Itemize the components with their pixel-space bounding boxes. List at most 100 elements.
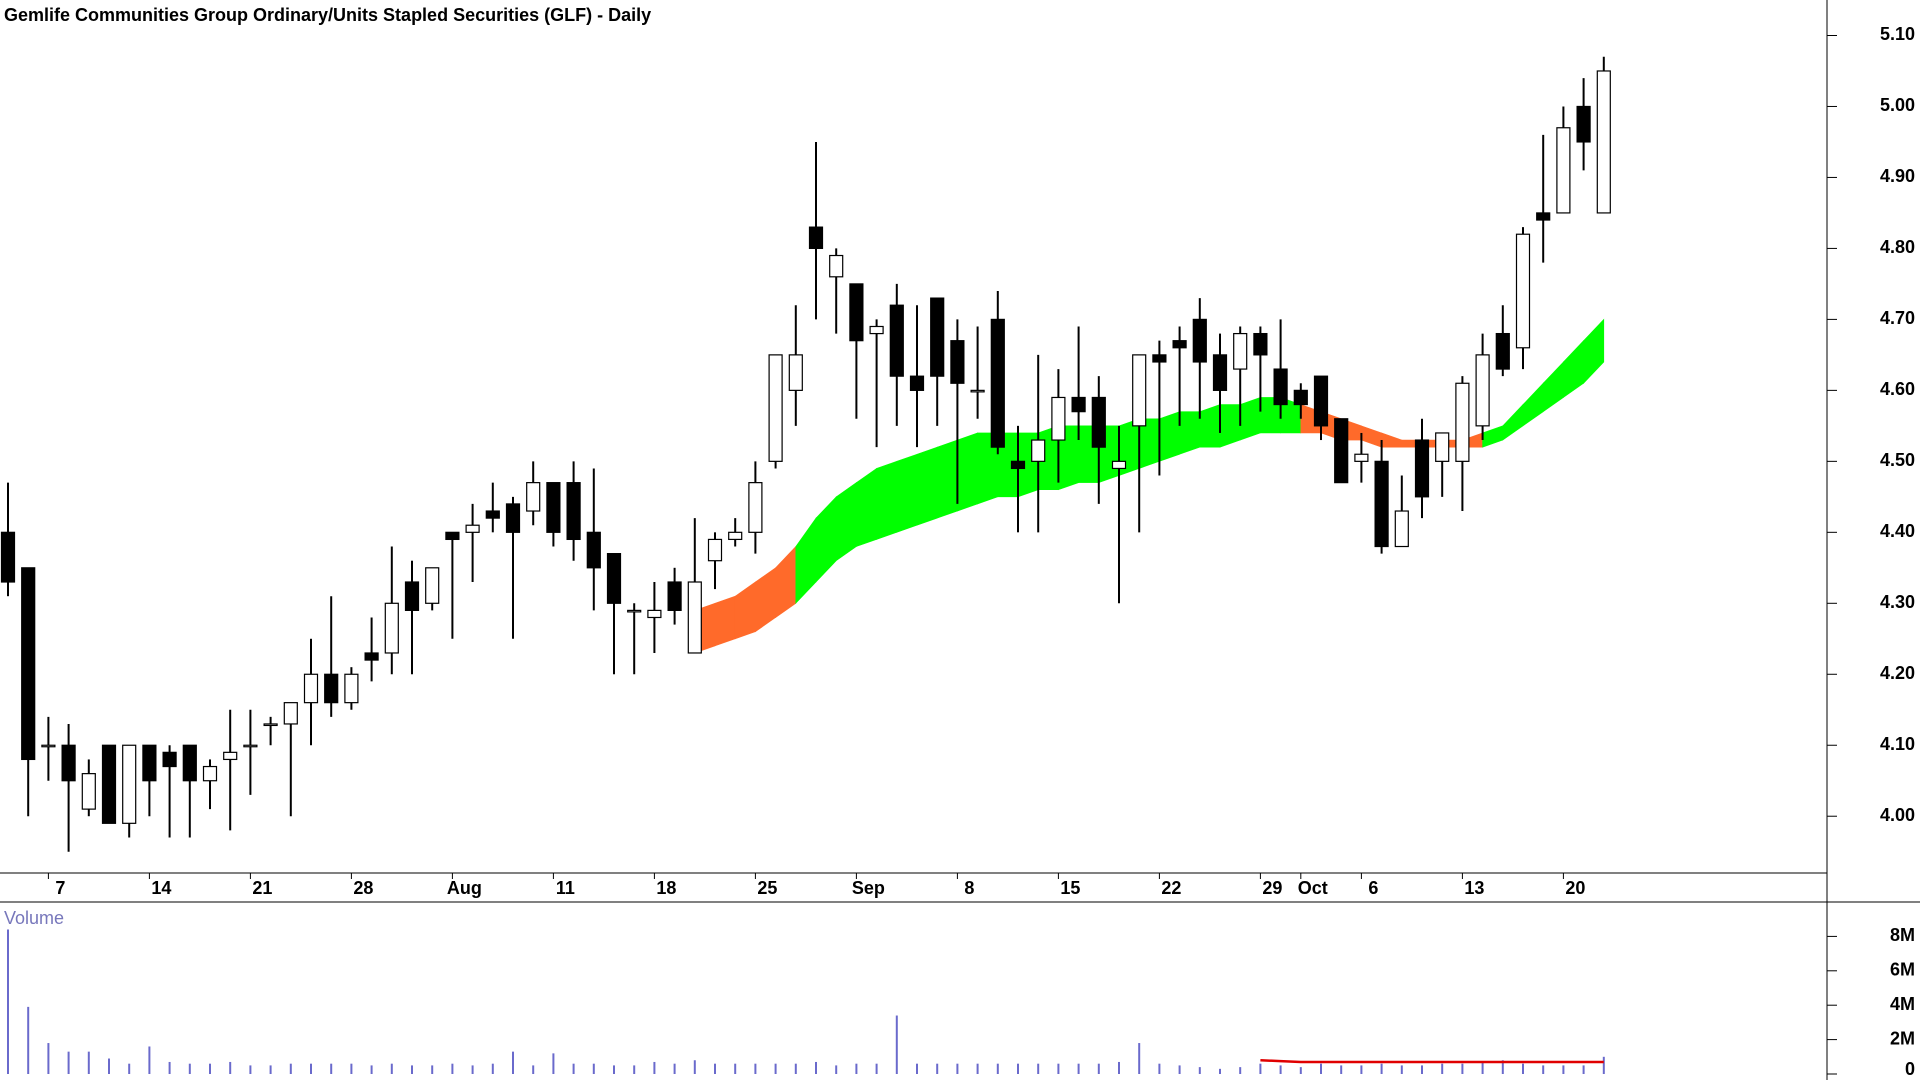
x-tick-label: Sep [852,878,885,898]
band-segment [1179,411,1201,455]
candle-body [162,751,177,768]
candle-body [1253,332,1268,356]
candle-body [61,744,76,782]
candle-body [768,354,783,462]
candle-body [546,482,561,533]
x-tick-label: 14 [151,878,171,898]
y-tick-label: 4.20 [1880,663,1915,683]
candle-body [21,567,36,761]
y-tick-label: 2M [1890,1028,1915,1048]
y-tick-label: 4.80 [1880,237,1915,257]
candle-body [950,340,965,384]
band-segment [1583,318,1605,385]
candle-body [465,524,480,533]
volume-ma [1260,1058,1604,1064]
x-tick-label: 13 [1464,878,1484,898]
candle-body [1293,389,1308,406]
candle-body [1313,375,1329,427]
candle-body [1091,396,1106,448]
candle-body [1111,460,1127,470]
candle-body [1132,354,1147,427]
x-tick-label: 7 [55,878,65,898]
candle-body [748,482,763,533]
y-tick-label: 6M [1890,960,1915,980]
candle-body [849,283,864,342]
band-segment [876,460,898,540]
candle-body [1576,105,1591,143]
y-tick-label: 5.10 [1880,24,1915,44]
candle-body [1414,439,1430,498]
candle-body [687,581,702,654]
candle-body [627,609,642,613]
x-tick-label: 22 [1161,878,1181,898]
x-tick-label: Aug [447,878,482,898]
candle-body [1495,332,1510,370]
x-tick-label: 15 [1060,878,1080,898]
candle-body [1071,396,1086,413]
candle-body [122,744,137,824]
candle-body [647,609,662,619]
candle-body [324,673,339,704]
band-segment [714,595,736,647]
x-tick-label: 6 [1368,878,1378,898]
band-segment [936,439,958,519]
y-tick-label: 4M [1890,994,1915,1014]
y-tick-label: 4.00 [1880,805,1915,825]
candle-body [101,744,117,824]
x-tick-label: 25 [757,878,777,898]
y-tick-label: 5.00 [1880,95,1915,115]
candle-body [1334,418,1349,484]
candle-body [1556,127,1571,214]
candle-body [364,652,379,661]
x-tick-label: 8 [964,878,974,898]
candle-body [707,538,723,562]
candle-body [81,773,96,810]
candle-body [404,581,420,611]
candle-body [0,531,16,583]
candle-body [667,581,682,611]
candle-body [283,702,298,725]
candle-body [1152,354,1167,363]
y-tick-label: 4.70 [1880,308,1915,328]
band-segment [957,432,978,512]
candle-body [223,751,238,761]
candle-body [384,602,399,654]
y-tick-label: 4.30 [1880,592,1915,612]
candle-body [1172,340,1187,349]
candle-body [1273,368,1288,406]
candle-body [566,482,581,541]
band-segment [1219,404,1241,448]
candle-body [182,744,197,782]
candle-body [970,389,985,393]
x-tick-label: 20 [1565,878,1585,898]
candle-body [1233,332,1248,370]
x-tick-label: 18 [656,878,676,898]
y-tick-label: 4.50 [1880,450,1915,470]
candle-body [909,375,925,391]
volume-label: Volume [4,908,64,928]
y-tick-label: 4.40 [1880,521,1915,541]
y-tick-label: 4.90 [1880,166,1915,186]
candle-body [1212,354,1228,391]
candle-body [1455,382,1470,462]
candle-body [1596,70,1611,214]
candle-body [889,304,904,377]
candle-body [1394,510,1409,548]
candle-body [142,744,157,782]
candle-body [445,531,460,541]
candle-body [1536,212,1551,221]
candle-body [1010,460,1026,470]
y-tick-label: 4.10 [1880,734,1915,754]
candle-body [485,510,500,519]
x-tick-label: 29 [1262,878,1282,898]
y-tick-label: 8M [1890,925,1915,945]
band-segment [916,446,938,526]
candle-body [606,553,622,604]
band-segment [896,453,918,533]
x-tick-label: 21 [252,878,272,898]
candle-body [869,325,884,335]
candle-body [829,254,844,278]
candle-body [243,744,258,748]
band-segment [856,467,877,547]
